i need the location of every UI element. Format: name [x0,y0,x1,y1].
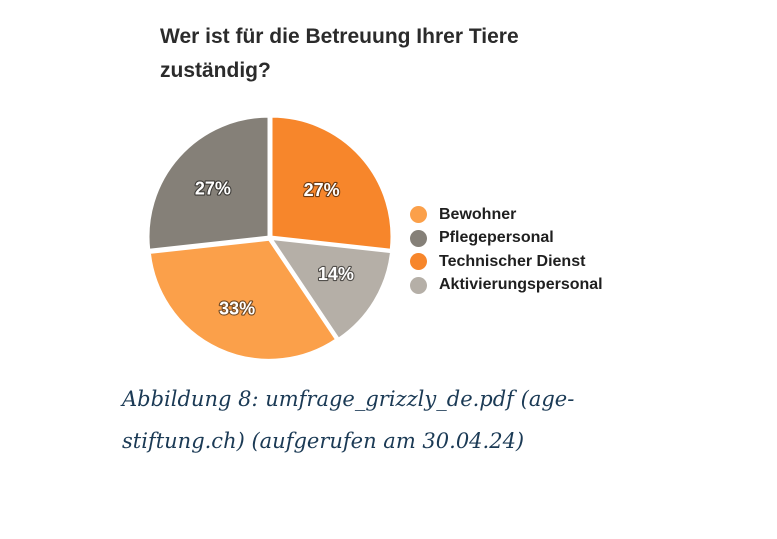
figure-caption: Abbildung 8: umfrage_grizzly_de.pdf (age… [122,387,575,453]
pie-slice-label-aktivierungspersonal: 14% [318,264,354,284]
chart-title: Wer ist für die Betreuung Ihrer Tiere zu… [160,25,519,82]
legend-marker [410,206,427,224]
legend-item-bewohner: Bewohner [410,203,603,227]
legend-marker [410,253,427,271]
pie-slice-label-technischer-dienst: 27% [304,180,340,200]
pie-slice-aktivierungspersonal [269,237,393,341]
pie-slice-pflegepersonal [147,115,270,251]
pie-slices [147,115,393,361]
pie-slice-technischer-dienst [270,115,393,251]
legend-marker [410,276,427,294]
pie-slice-bewohner [148,238,338,361]
pie-slice-labels: 27% 14% 33% 27% [194,177,355,319]
legend-label: Bewohner [439,205,517,223]
legend-item-aktivierungspersonal: Aktivierungspersonal [410,274,603,298]
pie-slice-label-pflegepersonal: 27% [195,179,231,199]
legend-item-technischer-dienst: Technischer Dienst [410,250,603,274]
chart-legend: Bewohner Pflegepersonal Technischer Dienst… [410,203,603,297]
legend-item-pflegepersonal: Pflegepersonal [410,227,603,251]
legend-label: Pflegepersonal [439,229,554,247]
legend-marker [410,229,427,247]
legend-label: Aktivierungspersonal [439,276,603,294]
legend-label: Technischer Dienst [439,252,586,270]
pie-slice-label-bewohner: 33% [219,299,255,319]
